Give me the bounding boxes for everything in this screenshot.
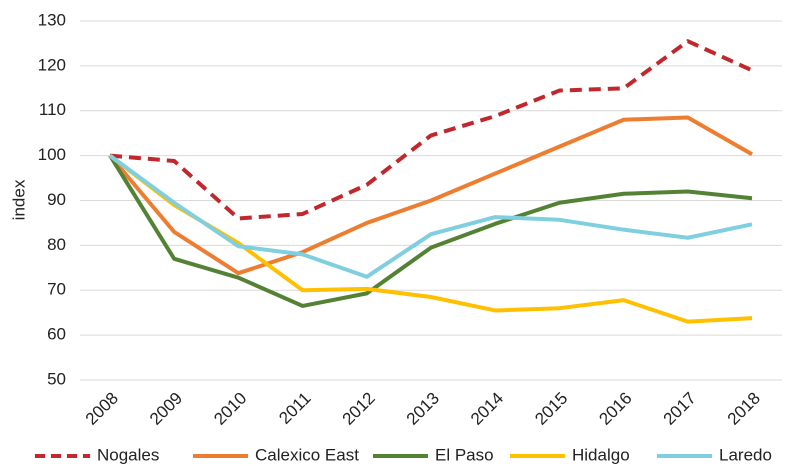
x-tick-label: 2013: [403, 389, 443, 429]
legend-label: Hidalgo: [572, 445, 630, 464]
series-line: [108, 154, 753, 324]
x-tick-label: 2014: [467, 389, 507, 429]
y-axis-label: index: [9, 179, 28, 220]
series-line: [108, 115, 753, 276]
y-tick-label: 110: [39, 100, 66, 119]
y-tick-label: 130: [38, 10, 66, 29]
x-tick-label: 2016: [595, 389, 635, 429]
x-tick-label: 2011: [275, 389, 314, 428]
x-tick-label: 2009: [146, 389, 186, 429]
x-tick-label: 2010: [210, 389, 250, 429]
series-line: [108, 154, 753, 279]
x-tick-label: 2015: [531, 389, 571, 429]
y-tick-label: 60: [47, 325, 66, 344]
y-tick-label: 100: [38, 145, 66, 164]
x-tick-label: 2008: [82, 389, 122, 429]
x-tick-label: 2018: [724, 389, 764, 429]
y-tick-label: 120: [38, 55, 66, 74]
y-tick-label: 80: [47, 235, 66, 254]
legend-label: Calexico East: [255, 445, 359, 464]
y-tick-label: 90: [47, 190, 66, 209]
legend-label: Laredo: [719, 445, 772, 464]
series-line: [109, 39, 753, 221]
legend-label: Nogales: [97, 445, 159, 464]
legend-label: El Paso: [435, 445, 494, 464]
x-tick-label: 2012: [339, 389, 379, 429]
series-line: [108, 154, 753, 308]
y-tick-label: 70: [47, 280, 66, 299]
x-tick-label: 2017: [660, 389, 700, 429]
y-tick-label: 50: [47, 369, 66, 388]
